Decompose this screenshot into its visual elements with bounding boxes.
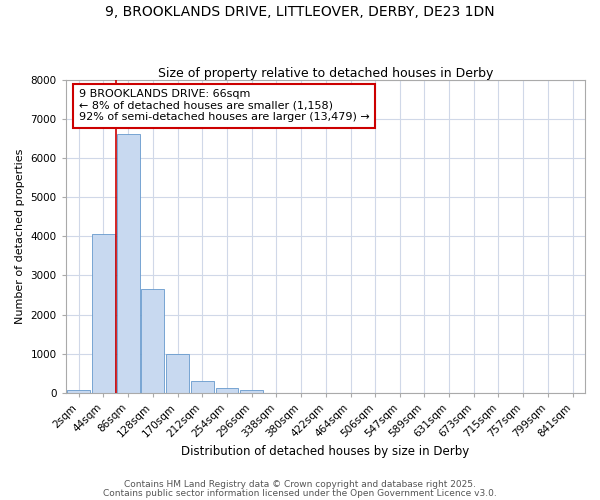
Bar — [116, 134, 140, 393]
Bar — [191, 380, 214, 393]
X-axis label: Distribution of detached houses by size in Derby: Distribution of detached houses by size … — [181, 444, 469, 458]
Bar — [166, 354, 189, 393]
Text: 9 BROOKLANDS DRIVE: 66sqm
← 8% of detached houses are smaller (1,158)
92% of sem: 9 BROOKLANDS DRIVE: 66sqm ← 8% of detach… — [79, 90, 370, 122]
Title: Size of property relative to detached houses in Derby: Size of property relative to detached ho… — [158, 66, 493, 80]
Text: Contains HM Land Registry data © Crown copyright and database right 2025.: Contains HM Land Registry data © Crown c… — [124, 480, 476, 489]
Text: Contains public sector information licensed under the Open Government Licence v3: Contains public sector information licen… — [103, 488, 497, 498]
Bar — [92, 234, 115, 393]
Bar — [241, 390, 263, 393]
Bar — [142, 289, 164, 393]
Bar — [215, 388, 238, 393]
Text: 9, BROOKLANDS DRIVE, LITTLEOVER, DERBY, DE23 1DN: 9, BROOKLANDS DRIVE, LITTLEOVER, DERBY, … — [105, 5, 495, 19]
Y-axis label: Number of detached properties: Number of detached properties — [15, 148, 25, 324]
Bar — [67, 390, 90, 393]
